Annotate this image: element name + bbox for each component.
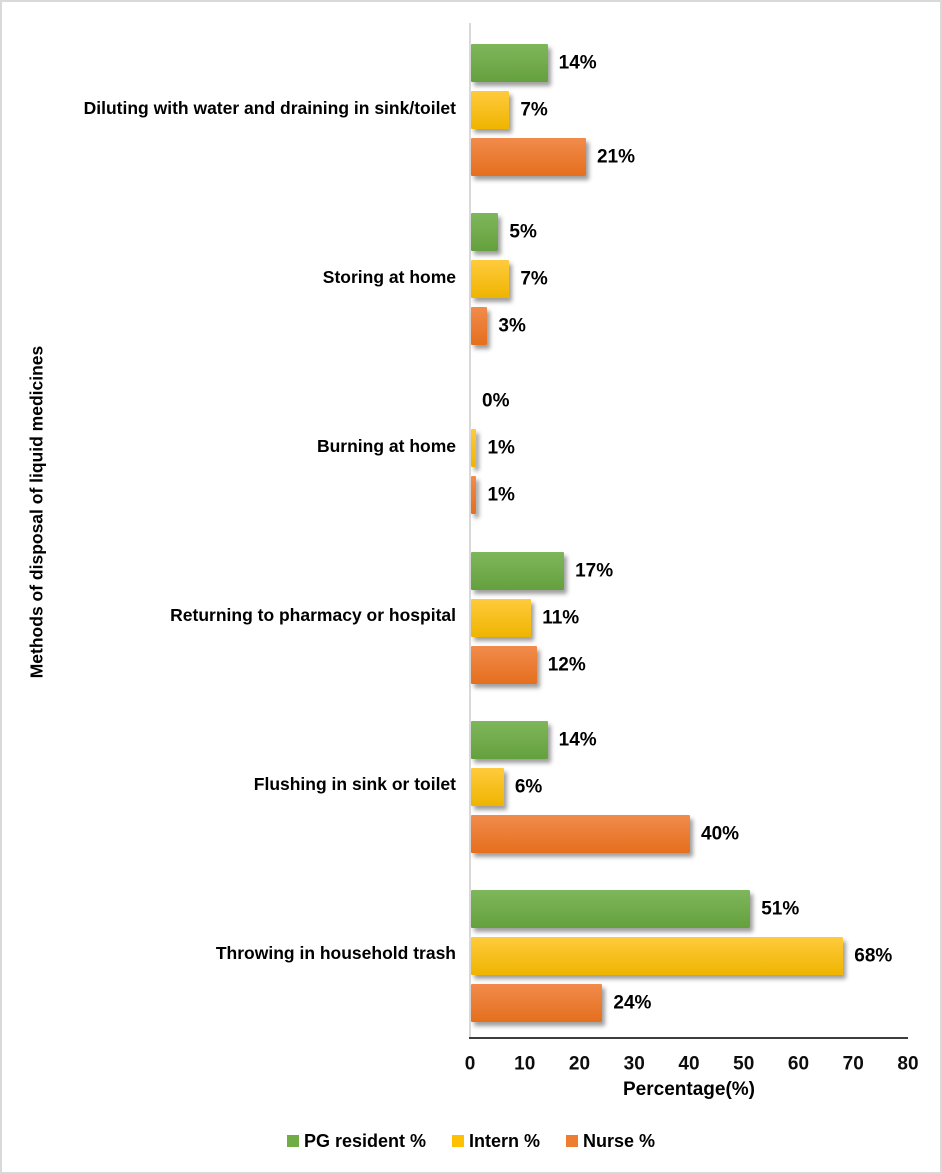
value-label: 1% bbox=[487, 484, 515, 506]
value-label: 11% bbox=[542, 607, 580, 628]
value-label: 3% bbox=[498, 315, 526, 337]
category-label: Returning to pharmacy or hospital bbox=[170, 605, 456, 626]
bar-pgresident-4 bbox=[471, 720, 548, 759]
x-tick-label: 20 bbox=[568, 1053, 591, 1075]
category-label: Throwing in household trash bbox=[215, 943, 456, 964]
value-label: 17% bbox=[575, 560, 614, 581]
x-tick-label: 0 bbox=[464, 1053, 476, 1075]
value-label: 68% bbox=[854, 945, 893, 967]
x-tick-label: 40 bbox=[678, 1053, 700, 1075]
x-tick-label: 80 bbox=[897, 1053, 919, 1075]
bar-pgresident-0 bbox=[471, 44, 548, 82]
bar-nurse-0 bbox=[471, 138, 586, 176]
value-label: 14% bbox=[558, 729, 597, 751]
x-axis-line bbox=[469, 1037, 908, 1039]
bar-nurse-5 bbox=[471, 983, 603, 1022]
legend-color-swatch bbox=[286, 1135, 299, 1147]
value-label: 21% bbox=[596, 146, 635, 168]
bar-nurse-4 bbox=[471, 814, 690, 853]
value-label: 7% bbox=[520, 268, 548, 290]
bar-intern-3 bbox=[471, 598, 532, 637]
category-label: Flushing in sink or toilet bbox=[253, 774, 456, 795]
category-label: Storing at home bbox=[322, 266, 456, 287]
legend-color-swatch bbox=[452, 1135, 464, 1147]
value-label: 12% bbox=[547, 654, 586, 675]
bar-nurse-1 bbox=[471, 307, 488, 346]
x-axis-title: Percentage(%) bbox=[623, 1079, 755, 1100]
x-tick-label: 70 bbox=[842, 1053, 864, 1075]
legend-item-pgresident: PG resident % bbox=[286, 1131, 426, 1151]
value-label: 51% bbox=[761, 898, 800, 920]
value-label: 24% bbox=[613, 992, 652, 1014]
y-axis-title: Methods of disposal of liquid medicines bbox=[26, 345, 47, 679]
bar-pgresident-5 bbox=[471, 889, 751, 928]
bar-pgresident-3 bbox=[471, 551, 565, 590]
value-label: 5% bbox=[509, 221, 537, 243]
bar-pgresident-1 bbox=[471, 213, 499, 252]
value-label: 1% bbox=[487, 437, 515, 459]
x-tick-label: 30 bbox=[623, 1053, 645, 1075]
bar-nurse-2 bbox=[471, 476, 477, 515]
legend-label: Intern % bbox=[469, 1131, 541, 1151]
x-tick-label: 60 bbox=[787, 1053, 810, 1075]
value-label: 6% bbox=[514, 776, 543, 798]
legend-color-swatch bbox=[566, 1135, 579, 1147]
value-label: 7% bbox=[520, 99, 548, 121]
x-tick-label: 10 bbox=[514, 1053, 536, 1075]
value-label: 40% bbox=[701, 823, 740, 845]
bar-intern-1 bbox=[471, 260, 510, 299]
bar-intern-4 bbox=[471, 767, 504, 806]
category-label: Diluting with water and draining in sink… bbox=[83, 97, 456, 118]
legend-label: Nurse % bbox=[583, 1131, 656, 1151]
category-label: Burning at home bbox=[316, 435, 456, 456]
bar-intern-0 bbox=[471, 91, 510, 129]
bar-intern-2 bbox=[471, 429, 477, 468]
y-axis-line bbox=[469, 23, 471, 1038]
bar-intern-5 bbox=[471, 936, 844, 975]
bar-nurse-3 bbox=[471, 645, 537, 684]
x-tick-label: 50 bbox=[733, 1053, 755, 1075]
legend-label: PG resident % bbox=[303, 1131, 426, 1151]
value-label: 0% bbox=[482, 390, 510, 412]
legend-item-intern: Intern % bbox=[452, 1132, 540, 1150]
legend-item-nurse: Nurse % bbox=[566, 1132, 655, 1150]
legend: PG resident % Intern % Nurse % bbox=[0, 1132, 942, 1150]
value-label: 14% bbox=[558, 52, 597, 74]
